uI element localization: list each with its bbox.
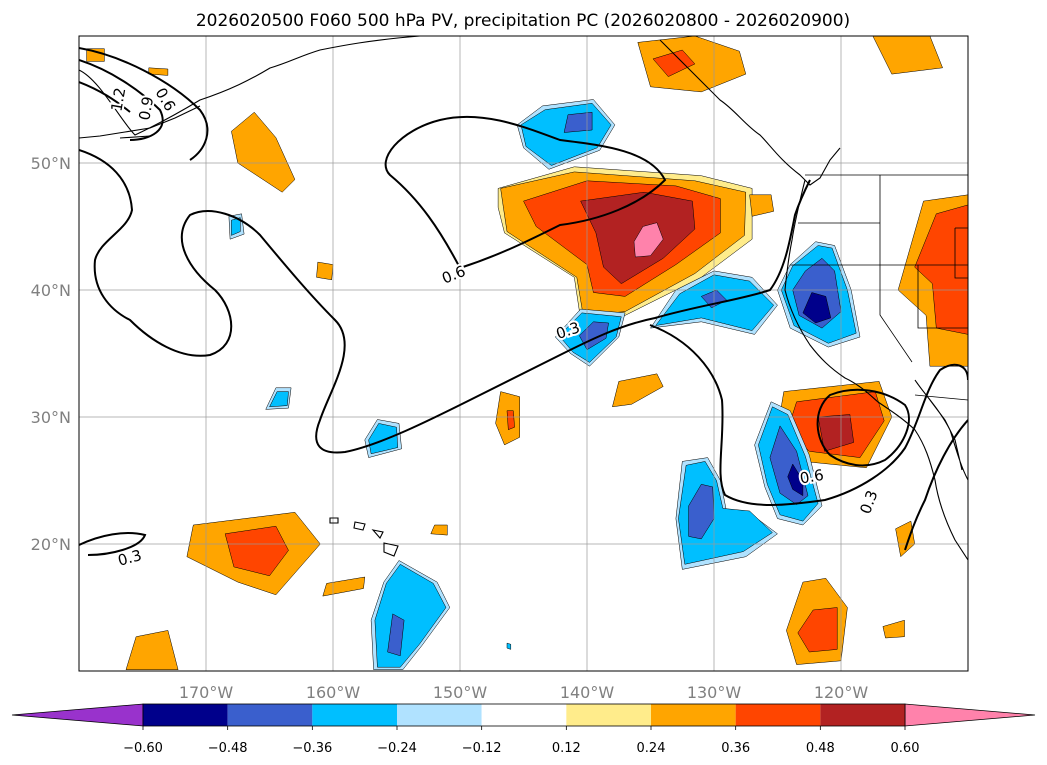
coastline-bc-panhandle	[659, 39, 841, 186]
precip-region-21	[612, 373, 664, 408]
axis-tick-labels: 170°W 160°W 150°W 140°W 130°W 120°W 20°N 30°N 40…	[31, 154, 869, 702]
border-id	[879, 175, 968, 329]
precip-region-27	[430, 524, 448, 536]
lon-tick-label-1: 160°W	[306, 683, 361, 702]
coastlines-layer	[79, 36, 968, 561]
pv-contour-0.3-hawaii	[79, 532, 147, 556]
coastline-alaska	[79, 36, 421, 136]
precip-region-4	[633, 222, 664, 258]
precip-region-26	[882, 619, 905, 639]
precip-region-32	[563, 111, 593, 133]
precip-region-46	[787, 463, 804, 497]
border-ca-nv	[879, 265, 913, 363]
colorbar-swatch-0	[143, 704, 228, 726]
precip-region-23	[316, 261, 334, 281]
colorbar-tick-label-0: −0.60	[123, 741, 163, 756]
pv-contour-lines	[79, 47, 968, 556]
coastline-baja-gulf	[914, 379, 968, 481]
lon-tick-label-3: 140°W	[560, 683, 615, 702]
colorbar-tick-label-1: −0.48	[208, 741, 248, 756]
precip-region-52	[387, 613, 405, 657]
plot-frame	[78, 35, 969, 672]
lat-tick-label-2: 40°N	[31, 281, 71, 300]
precip-region-58	[269, 391, 289, 408]
borders-layer	[790, 174, 968, 401]
precip-region-54	[368, 423, 399, 455]
pv-contour-0.6-southeast	[649, 324, 968, 506]
lon-tick-label-2: 150°W	[433, 683, 488, 702]
colorbar-swatch-2	[312, 704, 397, 726]
colorbar-swatch-3	[397, 704, 482, 726]
colorbar-tick-label-2: −0.36	[292, 741, 332, 756]
lat-tick-label-0: 20°N	[31, 535, 71, 554]
pv-contour-high-lat	[79, 47, 209, 161]
precip-region-7	[872, 36, 943, 75]
colorbar-swatch-8	[820, 704, 905, 726]
pv-contour-0.3-southeast	[904, 419, 968, 551]
coastline-hawaii	[329, 517, 399, 557]
precip-region-59	[506, 642, 512, 650]
colorbar-tick-label-7: 0.36	[721, 741, 750, 756]
coastline-aleutians	[79, 105, 201, 139]
colorbar-tick-label-9: 0.60	[891, 741, 920, 756]
plot-area: 0.60.30.60.30.31.2 0.90.6	[79, 36, 968, 671]
precip-region-24	[749, 194, 774, 217]
lon-tick-label-5: 120°W	[814, 683, 869, 702]
chart-title: 2026020500 F060 500 hPa PV, precipitatio…	[196, 11, 850, 31]
precip-region-13	[817, 414, 854, 452]
precip-region-49	[688, 484, 715, 540]
colorbar-swatch-1	[227, 704, 313, 726]
pv-contour-0.9-southeast	[816, 388, 910, 467]
precip-region-17	[797, 607, 838, 653]
colorbar-tick-label-6: 0.24	[637, 741, 666, 756]
colorbar-tick-label-8: 0.48	[806, 741, 835, 756]
precip-region-20	[506, 410, 515, 431]
colorbar-swatch-7	[735, 704, 821, 726]
colorbar-swatch-5	[566, 704, 651, 726]
colorbar-swatch-4	[481, 704, 567, 726]
lon-tick-label-0: 170°W	[179, 683, 234, 702]
precipitation-shading-layer	[86, 36, 968, 670]
precip-region-15	[224, 525, 289, 577]
coastline-us-west	[784, 179, 968, 561]
colorbar-frame	[142, 703, 906, 727]
pv-contour-0.3-main	[79, 149, 811, 454]
colorbar-tick-label-5: 0.12	[552, 741, 581, 756]
pv-contour-0.6-main	[384, 115, 667, 269]
colorbar-tick-label-4: −0.12	[462, 741, 502, 756]
colorbar: −0.60 −0.48 −0.36 −0.24 −0.12 0.12 0.24 0.36 0.4…	[11, 703, 1036, 756]
colorbar-swatch-6	[651, 704, 736, 726]
colorbar-tick-label-3: −0.24	[377, 741, 417, 756]
lat-tick-label-3: 50°N	[31, 154, 71, 173]
lon-tick-label-4: 130°W	[687, 683, 742, 702]
precip-region-18	[125, 630, 179, 670]
border-us-mexico	[914, 394, 968, 401]
lat-tick-label-1: 30°N	[31, 408, 71, 427]
precip-region-39	[802, 292, 832, 324]
